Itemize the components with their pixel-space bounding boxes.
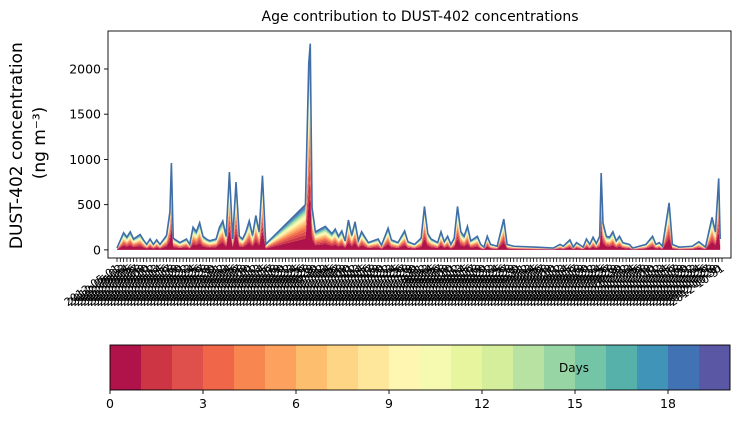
y-axis-label-line1: DUST-402 concentration <box>7 42 27 249</box>
age-band-7 <box>117 123 721 249</box>
age-band-3 <box>117 166 721 250</box>
colorbar-label: Days <box>559 361 589 375</box>
colorbar-cell <box>544 345 576 390</box>
age-band-14 <box>117 80 721 249</box>
age-band-11 <box>117 97 721 249</box>
colorbar-cell <box>327 345 359 390</box>
colorbar-cell <box>141 345 173 390</box>
age-band-13 <box>117 86 721 249</box>
colorbar-cell <box>203 345 235 390</box>
colorbar-cell <box>699 345 731 390</box>
colorbar-cell <box>172 345 204 390</box>
age-band-12 <box>117 91 721 249</box>
colorbar-cell <box>389 345 421 390</box>
age-band-20 <box>117 43 721 249</box>
colorbar-tick-label: 0 <box>106 396 114 411</box>
colorbar-cell <box>668 345 700 390</box>
age-bands-stack <box>117 43 721 250</box>
age-band-15 <box>117 75 721 249</box>
colorbar-tick-label: 6 <box>292 396 300 411</box>
y-axis-label: DUST-402 concentration (ng m⁻³) <box>7 37 50 249</box>
age-band-10 <box>117 103 721 249</box>
age-band-16 <box>117 69 721 249</box>
y-axis: 0 500 1000 1500 2000 <box>69 61 108 257</box>
colorbar-cell <box>451 345 483 390</box>
age-band-18 <box>117 58 721 249</box>
colorbar-tick-label: 3 <box>199 396 207 411</box>
colorbar-frame <box>109 344 731 391</box>
y-tick-label: 1500 <box>69 107 101 122</box>
colorbar-cell <box>265 345 297 390</box>
plot-area <box>107 30 732 259</box>
age-band-4 <box>117 153 721 250</box>
colorbar: Days 0 3 6 9 12 15 18 <box>106 344 731 411</box>
y-tick-label: 2000 <box>69 61 101 76</box>
age-band-6 <box>117 132 721 249</box>
colorbar-cell <box>606 345 638 390</box>
y-tick-label: 500 <box>77 197 101 212</box>
colorbar-cell <box>637 345 669 390</box>
x-axis: 2012-05-012012-05-022012-05-032012-05-04… <box>62 258 727 309</box>
age-band-9 <box>117 108 721 249</box>
colorbar-cell <box>575 345 607 390</box>
colorbar-tick-label: 12 <box>474 396 490 411</box>
colorbar-cell <box>513 345 545 390</box>
colorbar-cell <box>110 345 142 390</box>
chart-title: Age contribution to DUST-402 concentrati… <box>262 9 579 25</box>
colorbar-cell <box>482 345 514 390</box>
y-tick-label: 1000 <box>69 152 101 167</box>
y-tick-label: 0 <box>93 242 101 257</box>
age-band-5 <box>117 142 721 250</box>
series-line-total <box>116 43 721 249</box>
age-band-17 <box>117 64 721 249</box>
colorbar-tick-label: 9 <box>385 396 393 411</box>
plot-frame <box>107 30 732 259</box>
colorbar-cell <box>420 345 452 390</box>
colorbar-cell <box>234 345 266 390</box>
colorbar-cell <box>358 345 390 390</box>
y-axis-label-line2: (ng m⁻³) <box>30 107 50 180</box>
colorbar-tick-label: 18 <box>660 396 676 411</box>
age-band-19 <box>117 52 721 249</box>
colorbar-tick-label: 15 <box>567 396 583 411</box>
colorbar-cell <box>296 345 328 390</box>
age-band-8 <box>117 116 721 249</box>
